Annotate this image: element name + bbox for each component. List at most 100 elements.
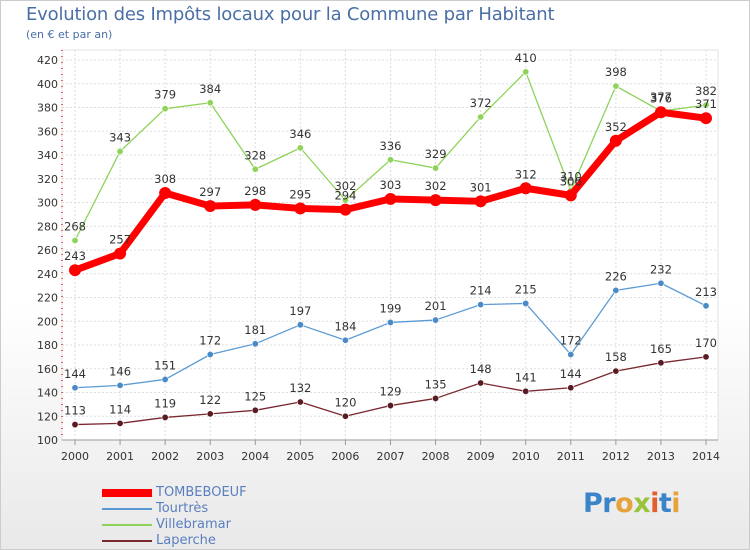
data-point [71, 384, 79, 392]
data-label: 146 [109, 364, 131, 378]
y-tick-label: 140 [37, 387, 58, 400]
data-label: 158 [605, 350, 627, 364]
data-label: 298 [244, 184, 266, 198]
y-tick-label: 260 [37, 244, 58, 257]
legend-label: Laperche [156, 533, 216, 548]
data-label: 148 [470, 362, 492, 376]
data-point [702, 302, 710, 310]
data-label: 306 [560, 174, 582, 188]
data-point [71, 237, 79, 245]
data-label: 170 [695, 336, 717, 350]
y-tick-label: 200 [37, 315, 58, 328]
y-tick-label: 100 [37, 434, 58, 447]
data-label: 372 [470, 96, 492, 110]
data-point [522, 68, 530, 76]
x-tick-label: 2011 [557, 450, 585, 463]
data-point [116, 147, 124, 155]
data-point [386, 156, 394, 164]
data-label: 213 [695, 285, 717, 299]
data-label: 382 [695, 84, 717, 98]
data-label: 301 [470, 180, 492, 194]
y-tick-label: 220 [37, 292, 58, 305]
data-point [294, 202, 307, 215]
data-label: 377 [650, 90, 672, 104]
data-point [477, 113, 485, 121]
data-point [161, 375, 169, 383]
x-tick-label: 2007 [377, 450, 405, 463]
data-point [432, 394, 440, 402]
data-label: 181 [244, 323, 266, 337]
data-point [296, 321, 304, 329]
data-label: 310 [560, 170, 582, 184]
data-label: 302 [334, 179, 356, 193]
data-label: 303 [380, 178, 402, 192]
data-point [612, 82, 620, 90]
data-point [384, 192, 397, 205]
data-label: 114 [109, 402, 131, 416]
data-point [116, 419, 124, 427]
data-label: 197 [289, 304, 311, 318]
data-point [71, 421, 79, 429]
legend-swatch [102, 508, 152, 510]
data-point [432, 164, 440, 172]
data-label: 384 [199, 82, 221, 96]
data-label: 243 [64, 249, 86, 263]
y-tick-label: 280 [37, 220, 58, 233]
chart-title: Evolution des Impôts locaux pour la Comm… [26, 4, 555, 25]
x-tick-label: 2012 [602, 450, 630, 463]
data-point [206, 410, 214, 418]
y-tick-label: 120 [37, 410, 58, 423]
data-label: 302 [425, 179, 447, 193]
x-tick-label: 2009 [467, 450, 495, 463]
data-label: 172 [199, 334, 221, 348]
x-tick-label: 2000 [61, 450, 89, 463]
data-label: 135 [425, 377, 447, 391]
data-label: 346 [289, 127, 311, 141]
data-point [657, 279, 665, 287]
data-point [204, 200, 217, 213]
data-point [341, 196, 349, 204]
data-label: 268 [64, 220, 86, 234]
data-label: 226 [605, 269, 627, 283]
x-tick-label: 2014 [692, 450, 720, 463]
data-label: 371 [695, 97, 717, 111]
legend-swatch [102, 540, 152, 542]
data-point [251, 406, 259, 414]
data-label: 141 [515, 370, 537, 384]
data-point [654, 106, 667, 119]
data-label: 295 [289, 187, 311, 201]
data-label: 125 [244, 389, 266, 403]
data-label: 352 [605, 120, 627, 134]
legend-label: Tourtrès [156, 501, 209, 516]
data-point [432, 316, 440, 324]
data-label: 215 [515, 282, 537, 296]
data-label: 201 [425, 299, 447, 313]
y-tick-label: 400 [37, 78, 58, 91]
data-point [657, 359, 665, 367]
data-label: 144 [64, 367, 86, 381]
data-point [339, 203, 352, 216]
legend-label: Villebramar [156, 517, 231, 532]
data-label: 343 [109, 130, 131, 144]
plot-area [61, 49, 719, 441]
data-point [519, 182, 532, 195]
data-point [609, 134, 622, 147]
y-tick-label: 340 [37, 149, 58, 162]
data-label: 294 [334, 189, 356, 203]
legend-item: TOMBEBOEUF [102, 485, 247, 501]
data-point [159, 187, 172, 199]
data-label: 336 [380, 139, 402, 153]
data-point [429, 194, 442, 207]
data-point [612, 367, 620, 375]
data-label: 257 [109, 233, 131, 247]
data-point [341, 412, 349, 420]
y-tick-label: 300 [37, 197, 58, 210]
data-point [69, 264, 81, 277]
data-point [206, 350, 214, 358]
y-tick-label: 180 [37, 339, 58, 352]
data-point [206, 99, 214, 107]
y-tick-label: 320 [37, 173, 58, 186]
data-label: 113 [64, 404, 86, 418]
data-label: 172 [560, 334, 582, 348]
